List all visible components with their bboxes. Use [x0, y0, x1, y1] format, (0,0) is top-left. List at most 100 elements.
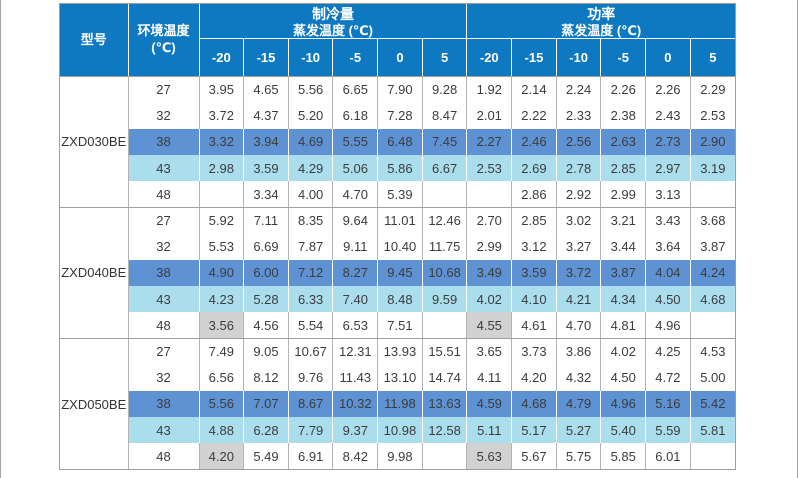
- table-row: 32 3.72 4.37 5.20 6.18 7.28 8.47 2.01 2.22 2.33 2.…: [60, 102, 735, 129]
- ambient-cell: 43: [128, 155, 200, 182]
- value-cell: 3.87: [690, 233, 735, 260]
- value-cell: 7.90: [377, 76, 423, 103]
- header-power-section: 功率 蒸发温度 (℃): [466, 4, 735, 39]
- value-cell: 2.69: [511, 155, 557, 182]
- cooling-section-title: 制冷量: [311, 6, 354, 22]
- value-cell: 3.12: [511, 233, 557, 260]
- value-cell: 5.63: [466, 443, 513, 470]
- value-cell: 6.28: [243, 416, 289, 444]
- value-cell: 5.17: [511, 416, 557, 444]
- value-cell: 5.28: [243, 286, 289, 313]
- value-cell: 2.78: [556, 155, 602, 182]
- header-ambient-label-line2: (℃): [151, 40, 176, 55]
- value-cell: 12.46: [422, 207, 468, 234]
- value-cell: 4.50: [645, 286, 691, 313]
- model-cell: ZXD050BE: [60, 338, 129, 470]
- value-cell: 4.20: [511, 364, 557, 391]
- value-cell: 3.13: [645, 181, 691, 208]
- ambient-cell: 48: [128, 181, 200, 208]
- value-cell: 4.72: [645, 364, 691, 391]
- value-cell: [199, 181, 245, 208]
- value-cell: 2.97: [645, 155, 691, 182]
- power-section-title: 功率: [587, 6, 616, 22]
- value-cell: 2.99: [466, 233, 513, 260]
- value-cell: 8.42: [332, 443, 379, 470]
- value-cell: 6.00: [243, 259, 289, 286]
- value-cell: 4.90: [199, 259, 245, 286]
- value-cell: 5.20: [288, 102, 334, 129]
- value-cell: 5.16: [645, 390, 691, 417]
- value-cell: 5.85: [600, 443, 647, 470]
- value-cell: 3.56: [199, 312, 245, 339]
- value-cell: 2.63: [600, 128, 647, 156]
- value-cell: 6.18: [332, 102, 379, 129]
- value-cell: 3.32: [199, 128, 245, 156]
- header-evap-temp: -10: [288, 38, 334, 77]
- value-cell: 4.59: [466, 390, 513, 417]
- value-cell: 5.59: [645, 416, 691, 444]
- value-cell: 4.88: [199, 416, 245, 444]
- value-cell: 2.53: [466, 155, 513, 182]
- value-cell: 11.98: [377, 390, 423, 417]
- value-cell: 4.10: [511, 286, 557, 313]
- value-cell: 4.23: [199, 286, 245, 313]
- page-edge-right: [797, 0, 798, 478]
- cooling-section-subtitle: 蒸发温度 (℃): [292, 23, 373, 38]
- table-row: ZXD030BE 27 3.95 4.65 5.56 6.65 7.90 9.28 1.92 2.…: [60, 76, 735, 208]
- value-cell: 4.68: [511, 390, 557, 417]
- value-cell: 9.45: [377, 259, 423, 286]
- value-cell: 2.70: [466, 207, 513, 234]
- table-row: 48 4.20 5.49 6.91 8.42 9.98 5.63 5.67 5.75 5.85 6.…: [60, 443, 735, 470]
- value-cell: 5.81: [690, 416, 735, 444]
- header-evap-temp: -20: [466, 38, 513, 77]
- table-row: 43 4.23 5.28 6.33 7.40 8.48 9.59 4.02 4.10 4.21 4.…: [60, 286, 735, 313]
- value-cell: 10.67: [288, 338, 334, 365]
- value-cell: 3.73: [511, 338, 557, 365]
- value-cell: [422, 443, 468, 470]
- spec-table-wrapper: 型号 环境温度 (℃) 制冷量 蒸发温度 (℃) 功率 蒸发温度 (℃) -20…: [59, 3, 736, 471]
- header-ambient: 环境温度 (℃): [128, 4, 200, 77]
- value-cell: 10.32: [332, 390, 379, 417]
- value-cell: 3.87: [600, 259, 647, 286]
- value-cell: 5.00: [690, 364, 735, 391]
- header-row-evap-temps: -20 -15 -10 -5 0 5 -20 -15 -10 -5 0 5: [60, 38, 735, 77]
- header-evap-temp: -15: [243, 38, 289, 77]
- value-cell: 5.11: [466, 416, 513, 444]
- ambient-cell: 38: [128, 390, 200, 417]
- value-cell: 13.63: [422, 390, 468, 417]
- spec-table: 型号 环境温度 (℃) 制冷量 蒸发温度 (℃) 功率 蒸发温度 (℃) -20…: [60, 4, 735, 470]
- value-cell: 3.72: [556, 259, 602, 286]
- value-cell: [466, 181, 513, 208]
- value-cell: 10.40: [377, 233, 423, 260]
- value-cell: 2.46: [511, 128, 557, 156]
- value-cell: 9.98: [377, 443, 423, 470]
- value-cell: 7.12: [288, 259, 334, 286]
- header-evap-temp: -5: [600, 38, 647, 77]
- value-cell: 2.38: [600, 102, 647, 129]
- value-cell: 3.86: [556, 338, 602, 365]
- value-cell: 8.48: [377, 286, 423, 313]
- value-cell: 9.37: [332, 416, 379, 444]
- value-cell: 4.56: [243, 312, 289, 339]
- value-cell: 6.65: [332, 76, 379, 103]
- value-cell: 4.53: [690, 338, 735, 365]
- table-row: 43 4.88 6.28 7.79 9.37 10.98 12.58 5.11 5.17 5.27…: [60, 416, 735, 444]
- table-row: 38 5.56 7.07 8.67 10.32 11.98 13.63 4.59 4.68 4.7…: [60, 390, 735, 417]
- value-cell: 13.10: [377, 364, 423, 391]
- value-cell: 5.42: [690, 390, 735, 417]
- value-cell: 4.61: [511, 312, 557, 339]
- value-cell: 3.44: [600, 233, 647, 260]
- value-cell: 5.53: [199, 233, 245, 260]
- model-cell: ZXD040BE: [60, 207, 129, 339]
- value-cell: 7.11: [243, 207, 289, 234]
- value-cell: 4.69: [288, 128, 334, 156]
- header-evap-temp: -15: [511, 38, 557, 77]
- value-cell: [422, 181, 468, 208]
- value-cell: [690, 443, 735, 470]
- value-cell: 3.72: [199, 102, 245, 129]
- value-cell: 2.90: [690, 128, 735, 156]
- value-cell: 6.33: [288, 286, 334, 313]
- power-section-subtitle: 蒸发温度 (℃): [561, 23, 642, 38]
- ambient-cell: 32: [128, 102, 200, 129]
- value-cell: 4.00: [288, 181, 334, 208]
